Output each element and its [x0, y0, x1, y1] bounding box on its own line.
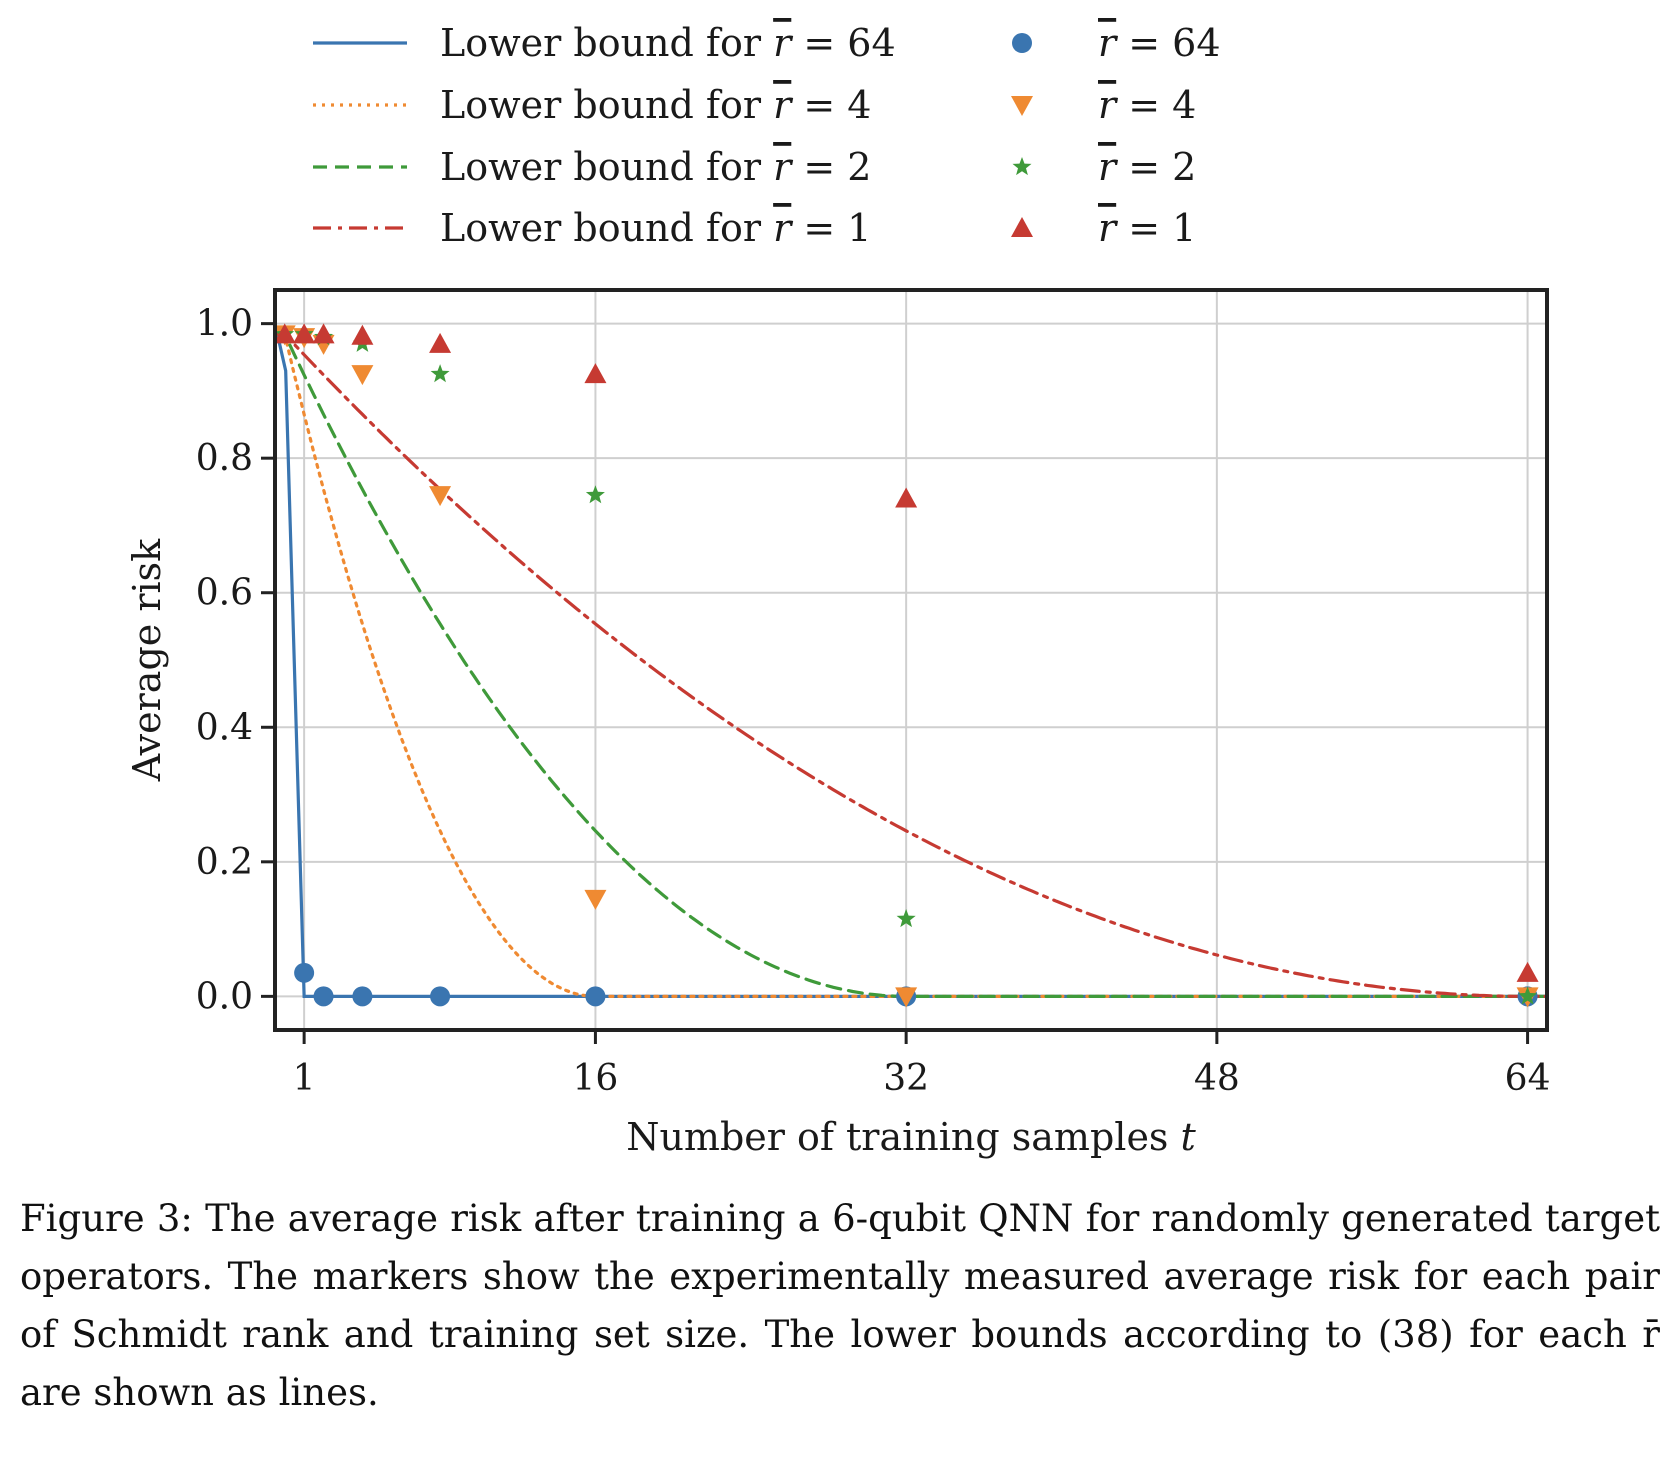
grid [275, 290, 1547, 1030]
data-point-r64 [294, 962, 315, 983]
figure: Lower bound for r = 64 r = 64 Lower bound … [125, 21, 1551, 1159]
data-point-r1 [312, 323, 335, 344]
data-point-r64 [585, 986, 606, 1007]
legend-marker-label: r = 1 [1098, 206, 1196, 250]
data-point-r1 [351, 324, 374, 345]
legend-marker-label: r = 64 [1098, 21, 1221, 65]
legend-line-label: Lower bound for r = 2 [440, 145, 871, 189]
plot-frame [273, 288, 1549, 1032]
data-point-r64 [313, 986, 334, 1007]
y-tick-label: 0.0 [196, 976, 253, 1017]
figure-caption: Figure 3: The average risk after trainin… [20, 1197, 1660, 1414]
y-tick-label: 0.2 [196, 842, 253, 883]
data-point-r1 [895, 487, 918, 508]
x-axis-label: Number of training samples t [626, 1115, 1196, 1159]
legend-marker-label: r = 4 [1098, 83, 1196, 127]
y-axis-label: Average risk [125, 538, 169, 782]
data-point-r2 [896, 909, 916, 928]
y-tick-label: 1.0 [196, 304, 253, 345]
data-point-r1 [293, 323, 316, 344]
legend-marker-swatch [1012, 157, 1032, 176]
legend-marker-label: r = 2 [1098, 145, 1196, 189]
legend-marker-swatch [1011, 96, 1033, 116]
data-point-r4 [351, 365, 374, 386]
x-tick-label: 48 [1194, 1058, 1240, 1099]
legend: Lower bound for r = 64 r = 64 Lower bound … [313, 21, 1221, 250]
legend-line-label: Lower bound for r = 1 [440, 206, 871, 250]
legend-marker-swatch [1011, 217, 1033, 237]
data-point-r4 [429, 486, 452, 507]
y-tick-label: 0.4 [196, 707, 253, 748]
axis-ticks: 1 16 32 48 64 0.0 0.2 0.4 0.6 0.8 1.0 [196, 304, 1551, 1099]
x-tick-label: 1 [293, 1058, 316, 1099]
data-point-r1 [429, 332, 452, 353]
y-tick-label: 0.8 [196, 438, 253, 479]
x-tick-label: 32 [883, 1058, 929, 1099]
y-tick-label: 0.6 [196, 573, 253, 614]
data-point-r4 [584, 889, 607, 910]
legend-line-label: Lower bound for r = 4 [440, 83, 871, 127]
legend-marker-swatch [1012, 33, 1032, 53]
data-point-r1 [273, 323, 296, 344]
data-point-r1 [1516, 961, 1539, 982]
legend-line-label: Lower bound for r = 64 [440, 21, 896, 65]
bound-lines [275, 322, 1547, 998]
data-point-r64 [430, 986, 451, 1007]
data-point-r2 [585, 485, 605, 504]
data-point-r2 [430, 364, 450, 383]
x-tick-label: 64 [1505, 1058, 1551, 1099]
data-markers [273, 323, 1539, 1008]
data-point-r4 [895, 987, 918, 1008]
data-point-r64 [352, 986, 373, 1007]
bound-line-r2 [275, 332, 1547, 998]
data-point-r1 [584, 363, 607, 384]
x-tick-label: 16 [573, 1058, 619, 1099]
data-point-r2 [1518, 986, 1538, 1005]
bound-line-r1 [275, 332, 1547, 998]
bound-line-r64 [275, 322, 1547, 998]
plot-area: 1 16 32 48 64 0.0 0.2 0.4 0.6 0.8 1.0 [196, 288, 1551, 1099]
